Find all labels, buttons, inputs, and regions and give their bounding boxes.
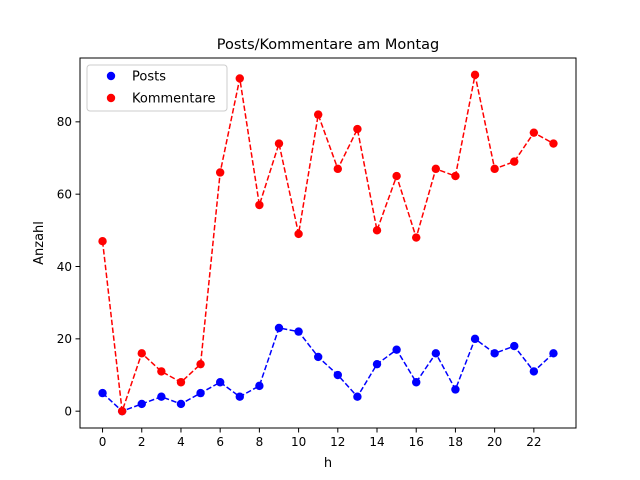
data-point-kommentare-7 [235,74,244,83]
legend: Posts Kommentare [86,64,228,112]
data-point-kommentare-16 [412,233,421,242]
legend-label-posts: Posts [132,70,166,85]
data-point-kommentare-1 [117,406,127,416]
axes: 0 2 4 6 8 10 12 14 16 18 20 22 0 20 40 60 80 [57,57,577,449]
y-tick-label-40: 40 [57,260,72,274]
axes-frame [79,57,577,429]
data-point-posts-3 [157,392,166,401]
data-point-kommentare-20 [490,164,499,174]
data-point-posts-15 [392,345,401,354]
data-point-kommentare-13 [353,124,362,134]
legend-marker-posts [106,71,116,81]
data-point-kommentare-2 [137,349,146,358]
data-point-posts-4 [176,399,186,409]
data-point-kommentare-3 [157,367,166,376]
x-tick-label-22: 22 [526,435,541,449]
data-point-posts-9 [274,323,284,333]
data-point-kommentare-9 [274,139,284,148]
series-line-kommentare [101,74,554,412]
legend-marker-kommentare [106,93,116,103]
data-point-kommentare-5 [196,359,205,369]
chart-title: Posts/Kommentare am Montag [217,37,440,53]
data-point-posts-8 [255,381,264,391]
data-point-posts-6 [215,378,225,387]
data-point-posts-17 [431,349,441,358]
legend-label-kommentare: Kommentare [132,92,216,107]
data-point-posts-14 [372,359,382,369]
data-point-kommentare-23 [549,139,558,148]
data-point-posts-0 [98,388,107,398]
data-point-posts-11 [313,352,323,362]
data-point-posts-10 [294,327,303,336]
legend-box [86,64,228,112]
x-axis-label: h [324,456,332,471]
data-point-posts-13 [353,392,362,401]
data-point-kommentare-22 [529,128,539,137]
data-point-posts-18 [451,385,460,394]
y-axis-label: Anzahl [32,221,47,265]
x-tick-label-2: 2 [138,435,146,449]
plot-area [98,70,558,416]
data-point-posts-22 [529,367,539,376]
data-point-kommentare-0 [98,236,107,246]
series-line-posts [102,327,554,413]
data-point-kommentare-21 [510,157,519,166]
x-tick-label-6: 6 [216,435,224,449]
y-tick-label-20: 20 [57,332,72,346]
data-point-posts-23 [549,349,558,358]
x-tick-label-20: 20 [487,435,502,449]
data-point-kommentare-14 [372,226,382,235]
data-point-kommentare-8 [255,200,264,210]
y-tick-label-60: 60 [57,187,72,201]
data-point-kommentare-17 [431,164,441,174]
x-tick-label-8: 8 [256,435,264,449]
x-tick-label-0: 0 [99,435,107,449]
x-tick-label-16: 16 [409,435,424,449]
x-tick-label-14: 14 [369,435,384,449]
data-point-kommentare-18 [451,171,460,181]
x-tick-label-12: 12 [330,435,345,449]
data-point-kommentare-19 [470,70,480,80]
data-point-kommentare-6 [215,168,225,177]
data-point-posts-21 [510,341,519,351]
x-tick-label-10: 10 [291,435,306,449]
data-point-posts-20 [490,349,499,358]
data-point-posts-5 [196,388,205,398]
data-point-posts-7 [235,392,244,401]
data-point-kommentare-12 [333,164,343,174]
data-point-posts-12 [333,370,343,380]
y-tick-label-80: 80 [57,115,72,129]
data-point-posts-2 [137,399,146,409]
data-point-kommentare-11 [313,110,323,119]
data-point-kommentare-15 [392,171,401,181]
x-tick-label-18: 18 [448,435,463,449]
data-point-posts-16 [412,378,421,387]
data-point-kommentare-4 [176,378,186,387]
data-point-posts-19 [470,334,480,344]
y-tick-label-0: 0 [64,404,72,418]
data-point-kommentare-10 [294,229,303,239]
x-tick-label-4: 4 [177,435,185,449]
